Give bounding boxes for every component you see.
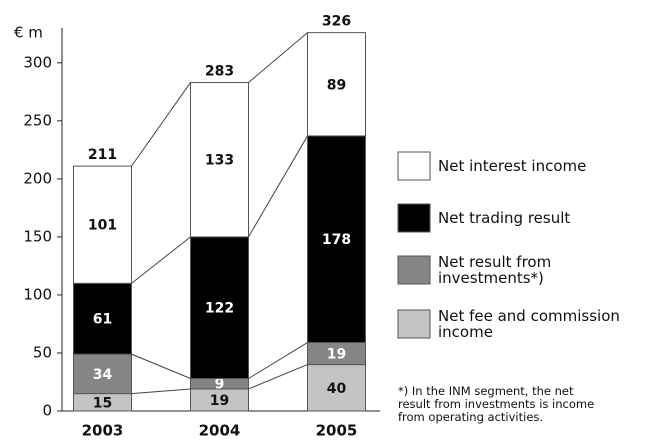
- bar-segment: [307, 32, 366, 137]
- bar-segment: [73, 353, 132, 395]
- connector-line: [131, 353, 191, 379]
- y-tick-label: 300: [23, 53, 52, 71]
- data-label: 34: [93, 367, 113, 383]
- legend-swatch: [397, 255, 431, 285]
- x-tick-label: 2004: [199, 422, 241, 440]
- connector-line: [248, 32, 308, 83]
- bar-segment: [73, 282, 132, 355]
- y-tick-label: 50: [33, 343, 52, 361]
- legend-swatch: [397, 203, 431, 233]
- total-label: 283: [205, 64, 234, 80]
- bar-segment: [190, 82, 249, 238]
- data-label: 9: [215, 377, 225, 393]
- data-label: 122: [205, 301, 234, 317]
- y-tick-label: 0: [42, 402, 52, 420]
- connector-line: [248, 364, 308, 390]
- footnote: *) In the INM segment, the net result fr…: [398, 384, 595, 424]
- bar-segment: [73, 165, 132, 284]
- connector-line: [248, 135, 308, 238]
- y-unit-label: € m: [14, 24, 43, 42]
- legend-swatch: [397, 309, 431, 339]
- x-tick-label: 2003: [82, 422, 124, 440]
- y-tick-label: 250: [23, 111, 52, 129]
- data-label: 40: [327, 381, 347, 397]
- legend-label: Net interest income: [438, 157, 587, 175]
- legend-label: Net trading result: [438, 209, 571, 227]
- data-label: 178: [322, 232, 351, 248]
- legend-label: Net fee and commission income: [438, 307, 620, 341]
- y-tick-label: 200: [23, 169, 52, 187]
- data-label: 89: [327, 77, 346, 93]
- data-label: 61: [93, 312, 112, 328]
- data-label: 19: [210, 393, 229, 409]
- connector-line: [131, 82, 191, 167]
- data-label: 101: [88, 218, 117, 234]
- total-label: 211: [88, 147, 117, 163]
- legend-swatch: [397, 151, 431, 181]
- connector-line: [131, 388, 191, 395]
- y-tick-label: 100: [23, 285, 52, 303]
- legend-label: Net result from investments*): [438, 253, 552, 287]
- total-label: 326: [322, 14, 351, 30]
- x-tick-label: 2005: [316, 422, 358, 440]
- connector-line: [131, 236, 191, 284]
- connector-line: [248, 342, 308, 379]
- y-tick-label: 150: [23, 227, 52, 245]
- data-label: 19: [327, 347, 346, 363]
- bar-segment: [190, 236, 249, 380]
- data-label: 133: [205, 153, 234, 169]
- data-label: 15: [93, 395, 112, 411]
- bar-segment: [307, 364, 366, 412]
